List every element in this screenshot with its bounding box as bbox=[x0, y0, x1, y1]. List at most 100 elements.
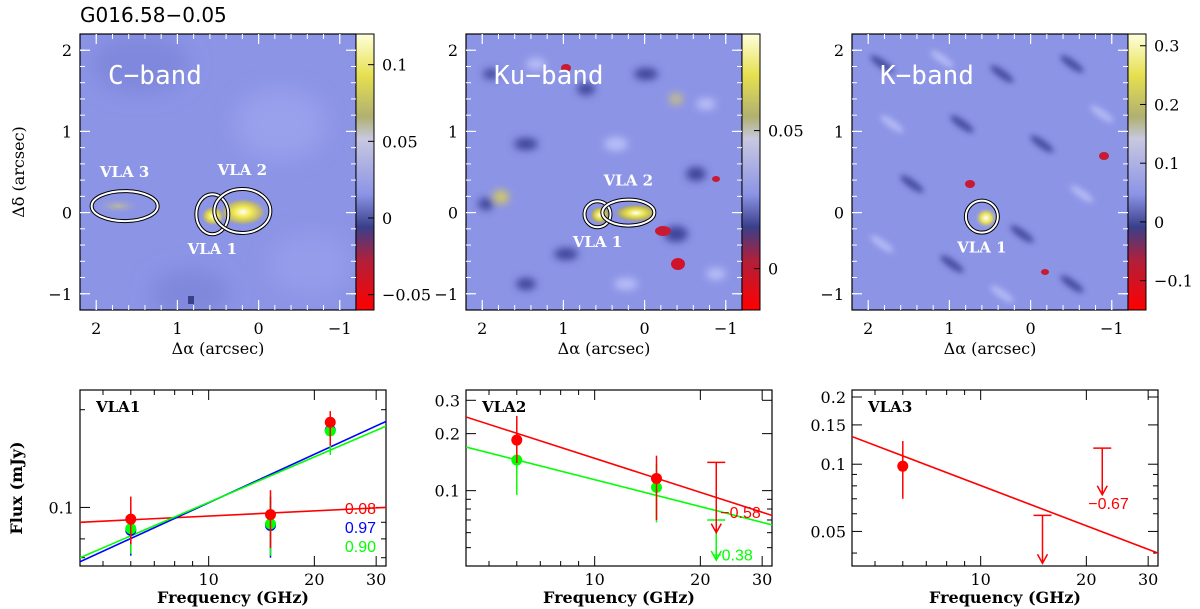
fit-line-red bbox=[466, 416, 772, 517]
colorbar-tick-label: 0 bbox=[768, 260, 778, 279]
x-tick-label: 10 bbox=[584, 570, 604, 589]
x-tick-label: −1 bbox=[714, 319, 738, 338]
source-contour bbox=[213, 187, 272, 234]
source-contour bbox=[90, 190, 159, 223]
x-tick-label: 10 bbox=[970, 570, 990, 589]
plot-frame bbox=[465, 389, 773, 567]
data-point-red bbox=[324, 416, 336, 428]
x-tick-label: −1 bbox=[1100, 319, 1124, 338]
panel-label: VLA2 bbox=[481, 398, 526, 416]
band-label: K−band bbox=[880, 61, 974, 91]
source-label: VLA 1 bbox=[956, 239, 1006, 257]
x-tick-label: 2 bbox=[863, 319, 873, 338]
spectral-index-red: −0.58 bbox=[720, 505, 761, 522]
source-label: VLA 1 bbox=[187, 240, 237, 258]
y-tick-label: 2 bbox=[834, 41, 844, 60]
y-tick-label: −1 bbox=[434, 285, 458, 304]
x-tick-label: 2 bbox=[91, 319, 101, 338]
x-tick-label: −1 bbox=[328, 319, 352, 338]
x-tick-label: 10 bbox=[198, 570, 218, 589]
y-tick-label: 0.2 bbox=[435, 425, 460, 444]
x-tick-label: 30 bbox=[366, 570, 386, 589]
y-tick-label: −1 bbox=[820, 285, 844, 304]
x-axis-title: Δα (arcsec) bbox=[172, 339, 265, 358]
upper-limit-arrow bbox=[710, 550, 722, 562]
colorbar-2: −0.1 0 0.1 0.2 0.3 bbox=[1127, 33, 1193, 311]
fit-line-red bbox=[852, 435, 1158, 554]
source-label: VLA 1 bbox=[572, 233, 622, 251]
y-tick-label: 0.1 bbox=[435, 482, 460, 501]
colorbar-1: 00.05 bbox=[741, 33, 804, 311]
x-tick-label: 20 bbox=[304, 570, 324, 589]
map-panel-c-band bbox=[79, 33, 357, 311]
x-axis-title: Frequency (GHz) bbox=[929, 588, 1081, 607]
plot-frame bbox=[79, 389, 387, 567]
colorbar-tick-label: −0.1 bbox=[1154, 272, 1193, 291]
x-axis-title: Δα (arcsec) bbox=[944, 339, 1037, 358]
map-overlay-2: K−band VLA 1 2 1 0 −1 −1 0 1 2 Δα (arcsec) bbox=[820, 34, 1128, 358]
colorbar-tick-label: 0.3 bbox=[1154, 37, 1179, 56]
map-panel-ku-band bbox=[465, 33, 743, 311]
colorbar-tick-label: 0 bbox=[382, 209, 392, 228]
flux-panel-vla1: 10 20 30 0.1 Frequency (GHz) Flux (mJy) VLA1 0.… bbox=[7, 389, 387, 607]
map-panel-k-band bbox=[851, 33, 1129, 311]
source-label: VLA 2 bbox=[217, 161, 267, 179]
data-point-red bbox=[511, 434, 523, 446]
y-tick-label: 0.1 bbox=[821, 455, 846, 474]
x-tick-label: 0 bbox=[639, 319, 649, 338]
upper-limit-arrow bbox=[1096, 485, 1108, 497]
y-tick-label: 0 bbox=[448, 204, 458, 223]
y-tick-label: 0 bbox=[62, 204, 72, 223]
x-axis-title: Frequency (GHz) bbox=[543, 588, 695, 607]
colorbar-tick-label: −0.05 bbox=[382, 286, 431, 305]
band-label: C−band bbox=[108, 61, 202, 91]
spectral-index-green: 0.90 bbox=[345, 539, 376, 556]
x-axis-title: Frequency (GHz) bbox=[157, 588, 309, 607]
y-tick-label: 0.3 bbox=[435, 391, 460, 410]
map-overlay-1: Ku−band VLA 1 VLA 2 2 1 0 −1 −1 0 1 2 Δα (arcsec) bbox=[434, 34, 742, 358]
x-tick-label: 0 bbox=[1025, 319, 1035, 338]
y-axis-title: Flux (mJy) bbox=[7, 441, 26, 534]
source-label: VLA 2 bbox=[603, 172, 653, 190]
upper-limit-arrow bbox=[1036, 553, 1049, 565]
x-axis-title: Δα (arcsec) bbox=[558, 339, 651, 358]
source-contour bbox=[195, 193, 230, 236]
x-tick-label: 30 bbox=[752, 570, 772, 589]
y-tick-label: 0.1 bbox=[49, 498, 74, 517]
y-tick-label: 0.2 bbox=[821, 388, 846, 407]
spectral-index-green: −0.38 bbox=[712, 548, 753, 565]
y-tick-label: 0.15 bbox=[810, 416, 846, 435]
plot-frame bbox=[851, 389, 1159, 567]
map-overlay-0: C−band VLA 3 VLA 1 VLA 2 2 1 0 −1 −1 0 1 2 Δα (arcse… bbox=[9, 34, 356, 358]
y-tick-label: 0.05 bbox=[810, 522, 846, 541]
y-tick-label: 1 bbox=[448, 122, 458, 141]
colorbar-tick-label: 0.2 bbox=[1154, 95, 1179, 114]
y-tick-label: 1 bbox=[834, 122, 844, 141]
x-tick-label: 2 bbox=[477, 319, 487, 338]
x-tick-label: 1 bbox=[558, 319, 568, 338]
flux-panel-vla3: 10 20 30 0.05 0.1 0.15 0.2 Frequency (GHz) VLA3 −… bbox=[810, 388, 1159, 607]
y-tick-label: 2 bbox=[62, 41, 72, 60]
band-label: Ku−band bbox=[494, 61, 604, 91]
y-tick-label: −1 bbox=[48, 285, 72, 304]
colorbar-tick-label: 0 bbox=[1154, 213, 1164, 232]
ku-band-image bbox=[466, 34, 742, 310]
source-label: VLA 3 bbox=[99, 163, 149, 181]
x-tick-label: 20 bbox=[690, 570, 710, 589]
k-band-image bbox=[852, 34, 1128, 310]
figure-title: G016.58−0.05 bbox=[80, 3, 227, 27]
source-contour bbox=[964, 199, 999, 234]
data-point-red bbox=[264, 509, 276, 521]
y-tick-label: 2 bbox=[448, 41, 458, 60]
x-tick-label: 30 bbox=[1138, 570, 1158, 589]
colorbar-tick-label: 0.1 bbox=[1154, 154, 1179, 173]
colorbar-tick-label: 0.1 bbox=[382, 56, 407, 75]
fit-line-green bbox=[80, 425, 386, 559]
panel-label: VLA1 bbox=[95, 398, 140, 416]
y-tick-label: 1 bbox=[62, 122, 72, 141]
flux-panels: 10 20 30 0.1 Frequency (GHz) Flux (mJy) VLA1 0.… bbox=[7, 388, 1159, 607]
panel-label: VLA3 bbox=[867, 398, 912, 416]
data-point-red bbox=[650, 472, 662, 484]
